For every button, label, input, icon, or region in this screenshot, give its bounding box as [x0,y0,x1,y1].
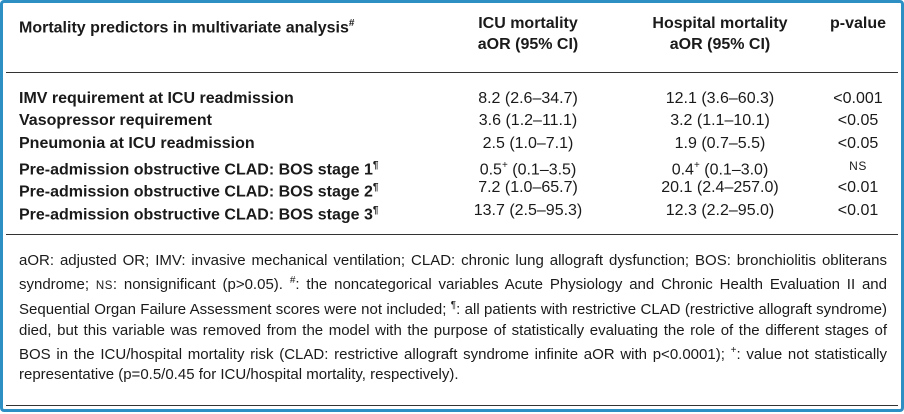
table-header: Mortality predictors in multivariate ana… [3,13,901,73]
table-footnote: aOR: adjusted OR; IMV: invasive mechanic… [19,252,887,384]
body-divider [6,234,898,235]
row-label: Pre-admission obstructive CLAD: BOS stag… [19,205,379,224]
icu-aor: 0.5+ (0.1–3.5) [479,160,577,179]
row-label: Pre-admission obstructive CLAD: BOS stag… [19,160,379,179]
row-label: Pneumonia at ICU readmission [19,135,255,152]
table-row: Vasopressor requirement 3.6 (1.2–11.1) 3… [3,110,901,132]
p-value: <0.01 [837,202,879,219]
p-value: <0.05 [837,135,879,152]
table-row: Pneumonia at ICU readmission 2.5 (1.0–7.… [3,133,901,155]
p-value: <0.05 [837,112,879,129]
row-label: Vasopressor requirement [19,112,212,129]
table-row: IMV requirement at ICU readmission 8.2 (… [3,88,901,110]
hospital-aor: 1.9 (0.7–5.5) [674,135,766,152]
header-hospital-mortality: Hospital mortality aOR (95% CI) [652,15,788,53]
hospital-aor: 12.1 (3.6–60.3) [665,90,775,107]
hospital-aor: 0.4+ (0.1–3.0) [671,160,769,179]
table-row: Pre-admission obstructive CLAD: BOS stag… [3,177,901,200]
row-label: Pre-admission obstructive CLAD: BOS stag… [19,182,379,201]
icu-aor: 3.6 (1.2–11.1) [478,112,578,129]
table-row: Pre-admission obstructive CLAD: BOS stag… [3,200,901,223]
hospital-aor: 3.2 (1.1–10.1) [670,112,770,129]
icu-aor: 7.2 (1.0–65.7) [478,179,578,196]
icu-aor: 2.5 (1.0–7.1) [482,135,574,152]
p-value: NS [849,159,867,173]
icu-aor: 8.2 (2.6–34.7) [478,90,578,107]
header-predictors: Mortality predictors in multivariate ana… [19,18,355,37]
hospital-aor: 12.3 (2.2–95.0) [665,202,775,219]
p-value: <0.001 [833,90,883,107]
row-label: IMV requirement at ICU readmission [19,90,294,107]
p-value: <0.01 [837,179,879,196]
icu-aor: 13.7 (2.5–95.3) [473,202,583,219]
header-icu-mortality: ICU mortality aOR (95% CI) [477,15,579,53]
hospital-aor: 20.1 (2.4–257.0) [661,179,779,196]
header-divider [6,72,898,73]
bottom-divider [6,405,898,406]
header-p-value: p-value [829,15,886,32]
table-row: Pre-admission obstructive CLAD: BOS stag… [3,155,901,178]
